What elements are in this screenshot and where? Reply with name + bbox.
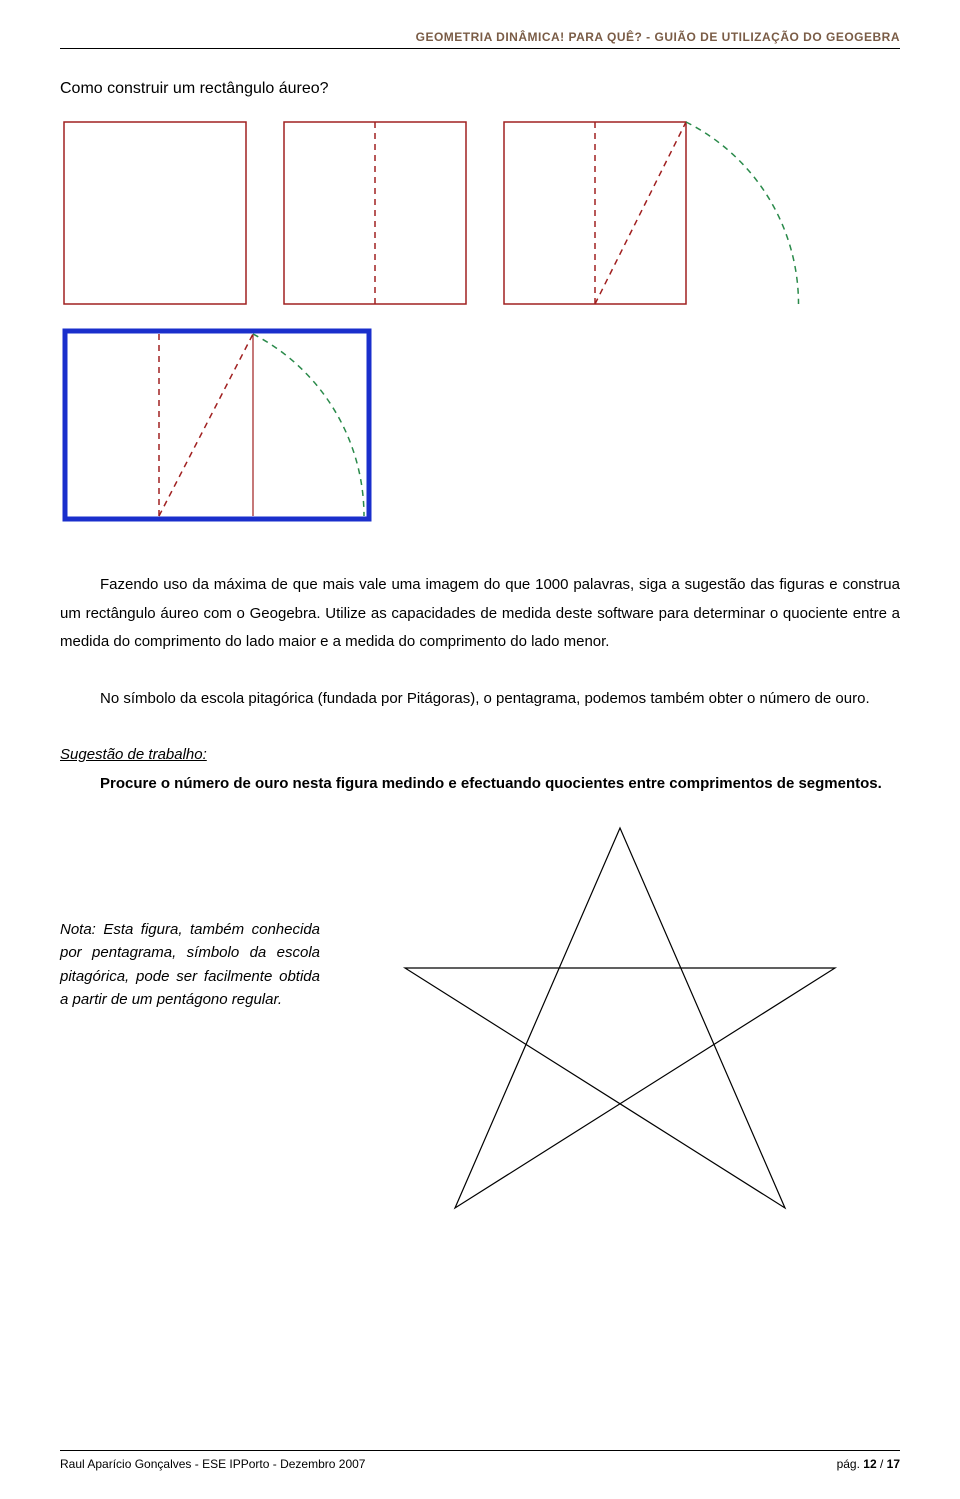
paragraph-1: Fazendo uso da máxima de que mais vale u…: [60, 571, 900, 657]
footer-page-total: 17: [887, 1457, 900, 1471]
suggestion-block: Sugestão de trabalho: Procure o número d…: [60, 741, 900, 798]
footer-page-num: 12: [863, 1457, 876, 1471]
figure-row-1: [60, 118, 900, 308]
header-title: GEOMETRIA DINÂMICA! PARA QUÊ? - GUIÃO DE…: [416, 30, 900, 44]
suggestion-label: Sugestão de trabalho:: [60, 746, 207, 763]
figure-3-square-arc: [500, 118, 820, 308]
footer-right: pág. 12 / 17: [837, 1457, 900, 1471]
section-heading: Como construir um rectângulo áureo?: [60, 80, 900, 98]
paragraph-2-text: No símbolo da escola pitagórica (fundada…: [100, 690, 870, 707]
footer-left: Raul Aparício Gonçalves - ESE IPPorto - …: [60, 1457, 365, 1471]
page-content: Como construir um rectângulo áureo?: [60, 80, 900, 1228]
note-and-pentagram: Nota: Esta figura, também conhecida por …: [60, 808, 900, 1228]
paragraph-1-text: Fazendo uso da máxima de que mais vale u…: [60, 576, 900, 650]
page-header: GEOMETRIA DINÂMICA! PARA QUÊ? - GUIÃO DE…: [60, 30, 900, 49]
note-text: Nota: Esta figura, também conhecida por …: [60, 808, 320, 1011]
paragraph-2: No símbolo da escola pitagórica (fundada…: [60, 685, 900, 714]
footer-page-label: pág.: [837, 1457, 860, 1471]
pentagram-figure: [340, 808, 900, 1228]
figure-1-square: [60, 118, 250, 308]
figure-4-golden-rectangle: [60, 326, 900, 531]
page-footer: Raul Aparício Gonçalves - ESE IPPorto - …: [60, 1450, 900, 1471]
suggestion-text: Procure o número de ouro nesta figura me…: [100, 775, 882, 792]
figure-2-square-midline: [280, 118, 470, 308]
